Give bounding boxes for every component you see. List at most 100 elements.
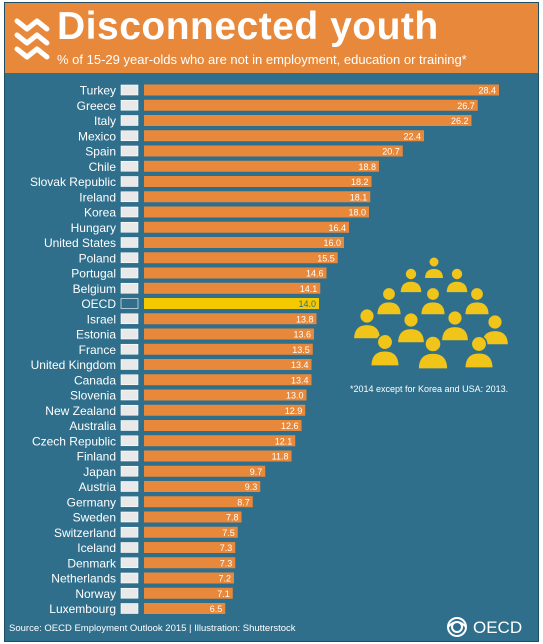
bar-germany — [144, 496, 253, 508]
category-label-belgium: Belgium — [73, 282, 116, 296]
category-label-canada: Canada — [74, 373, 116, 387]
flag-icon-poland — [120, 252, 139, 264]
flag-icon-oecd — [120, 298, 139, 309]
chart-title: Disconnected youth — [57, 5, 439, 48]
bar-netherlands — [144, 572, 234, 584]
category-label-united-kingdom: United Kingdom — [31, 358, 116, 372]
bar-czech-republic — [144, 435, 296, 447]
flag-icon-sweden — [120, 511, 139, 523]
value-label-germany: 8.7 — [237, 497, 250, 507]
bar-mexico — [144, 130, 424, 142]
category-label-netherlands: Netherlands — [51, 572, 116, 586]
person-figure — [352, 307, 382, 340]
value-label-united-kingdom: 13.4 — [291, 360, 309, 370]
person-figure — [480, 313, 510, 346]
value-label-ireland: 18.1 — [350, 192, 368, 202]
flag-icon-netherlands — [120, 572, 139, 584]
flag-icon-slovenia — [120, 389, 139, 401]
bar-luxembourg — [144, 603, 226, 614]
bar-france — [144, 343, 313, 355]
bar-norway — [144, 587, 233, 599]
value-label-austria: 9.3 — [245, 482, 258, 492]
chart-subtitle: % of 15-29 year-olds who are not in empl… — [57, 52, 467, 67]
flag-icon-greece — [120, 99, 139, 111]
flag-icon-ireland — [120, 191, 139, 203]
oecd-logo-text: OECD — [473, 618, 522, 637]
category-label-australia: Australia — [69, 419, 116, 433]
flag-icon-korea — [120, 206, 139, 218]
flag-icon-portugal — [120, 267, 139, 279]
category-label-ireland: Ireland — [79, 190, 116, 204]
source-line: Source: OECD Employment Outlook 2015 | I… — [9, 623, 296, 634]
category-label-greece: Greece — [77, 99, 117, 113]
value-label-canada: 13.4 — [291, 375, 309, 385]
flag-icon-australia — [120, 420, 139, 431]
category-label-czech-republic: Czech Republic — [32, 434, 116, 448]
person-figure — [463, 335, 495, 369]
person-figure — [369, 333, 401, 367]
flag-icon-austria — [120, 481, 139, 492]
person-figure — [463, 286, 491, 316]
flag-icon-luxembourg — [120, 603, 139, 614]
bar-iceland — [144, 542, 236, 553]
category-label-luxembourg: Luxembourg — [49, 602, 116, 616]
bar-belgium — [144, 282, 321, 294]
bar-turkey — [144, 84, 499, 96]
flag-icon-spain — [120, 145, 139, 157]
value-label-sweden: 7.8 — [226, 513, 239, 523]
category-label-slovenia: Slovenia — [70, 389, 116, 403]
category-label-spain: Spain — [85, 145, 116, 159]
bar-portugal — [144, 267, 327, 279]
value-label-united-states: 16.0 — [323, 238, 341, 248]
bar-slovenia — [144, 389, 307, 401]
person-figure — [445, 267, 469, 294]
category-label-oecd: OECD — [81, 297, 116, 311]
flag-icon-mexico — [120, 130, 139, 142]
bar-chile — [144, 160, 379, 172]
bar-united-states — [144, 237, 344, 248]
value-label-slovenia: 13.0 — [286, 391, 304, 401]
people-group-icon — [352, 256, 510, 370]
flag-icon-czech-republic — [120, 435, 139, 447]
bar-finland — [144, 450, 292, 462]
bar-canada — [144, 374, 312, 386]
flag-icon-switzerland — [120, 526, 139, 538]
bar-hungary — [144, 221, 349, 233]
category-label-sweden: Sweden — [73, 511, 116, 525]
flag-icon-turkey — [120, 84, 139, 96]
value-label-france: 13.5 — [292, 345, 310, 355]
bar-slovak-republic — [144, 176, 372, 187]
person-figure — [396, 311, 426, 344]
category-label-france: France — [79, 343, 117, 357]
bar-japan — [144, 465, 266, 477]
bar-korea — [144, 206, 369, 218]
category-label-estonia: Estonia — [76, 328, 116, 342]
category-label-slovak-republic: Slovak Republic — [30, 175, 116, 189]
bar-sweden — [144, 511, 242, 523]
value-label-czech-republic: 12.1 — [275, 436, 293, 446]
flag-icon-belgium — [120, 282, 139, 294]
category-label-israel: Israel — [87, 312, 116, 326]
category-label-norway: Norway — [75, 587, 116, 601]
flag-icon-italy — [120, 115, 139, 126]
value-label-finland: 11.8 — [272, 452, 289, 462]
flag-icon-estonia — [120, 328, 139, 340]
flag-icon-united-states — [120, 237, 139, 248]
flag-icon-france — [120, 343, 139, 355]
bar-poland — [144, 252, 338, 264]
value-label-italy: 26.2 — [451, 116, 469, 126]
flag-icon-slovak-republic — [120, 176, 139, 187]
value-label-hungary: 16.4 — [328, 223, 346, 233]
category-label-austria: Austria — [79, 480, 117, 494]
category-label-chile: Chile — [89, 160, 117, 174]
bar-chart: Turkey 28.4 Greece 26.7 Italy 26.2 Mexico 22.4 S… — [30, 84, 499, 616]
flag-icon-israel — [120, 313, 139, 325]
flag-icon-germany — [120, 496, 139, 508]
flag-icon-united-kingdom — [120, 359, 139, 370]
header-banner: Disconnected youth % of 15-29 year-olds … — [5, 3, 538, 73]
bar-united-kingdom — [144, 359, 312, 370]
person-figure — [399, 267, 423, 294]
value-label-turkey: 28.4 — [478, 86, 496, 96]
person-figure — [423, 256, 445, 280]
value-label-greece: 26.7 — [457, 101, 475, 111]
